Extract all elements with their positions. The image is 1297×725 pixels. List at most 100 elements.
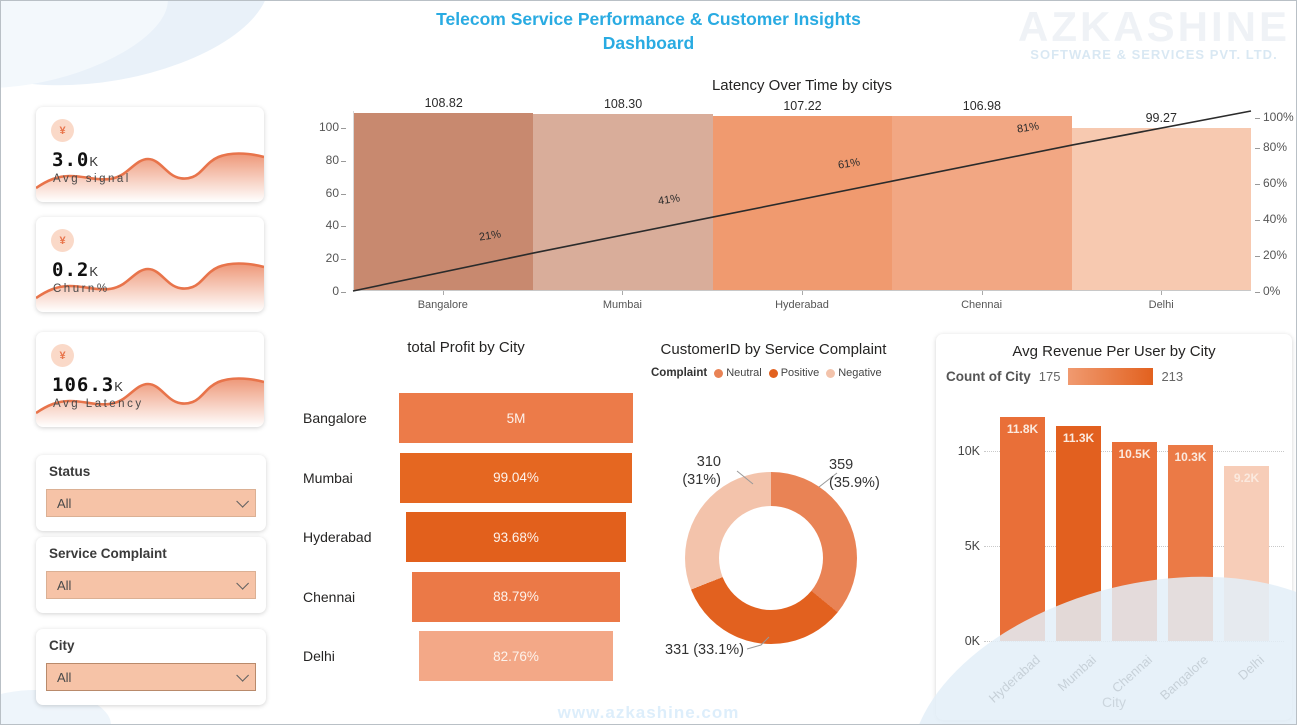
bar-value-label: 10.5K [1118,446,1151,461]
chevron-down-icon [236,494,249,508]
pareto-bar[interactable] [354,112,534,290]
funnel-bar[interactable]: 99.04% [400,452,632,503]
bar-value-label: 9.2K [1233,471,1260,486]
funnel-category-label: Delhi [303,648,335,664]
funnel-row: Delhi 82.76% [303,631,633,681]
funnel-chart-title: total Profit by City [407,339,525,356]
funnel-category-label: Chennai [303,588,356,605]
kpi-label: Churn% [53,283,110,295]
funnel-row: Chennai 88.79% [303,571,633,622]
funnel-category-label: Mumbai [303,469,353,486]
dropdown-value: All [57,577,72,593]
legend-dot [714,368,724,378]
logo-wordmark: AZKASHINE [1017,3,1290,50]
service-complaint-dropdown[interactable]: All [46,571,256,599]
arpu-bar[interactable]: 11.3K [1056,426,1101,641]
funnel-row: Bangalore 5M [303,393,633,443]
legend-item[interactable]: Positive [768,367,819,379]
arpu-bar[interactable]: 10.5K [1112,441,1157,641]
city-dropdown[interactable]: All [46,663,256,691]
legend-title: Complaint [651,367,708,379]
bar-value-label: 10.3K [1174,450,1207,465]
arpu-bar[interactable]: 9.2K [1224,466,1269,641]
donut-callout-negative: 310 (31%) [682,454,721,489]
funnel-bar[interactable]: 82.76% [419,631,613,681]
funnel-bar[interactable]: 88.79% [412,571,620,622]
bar-value-label: 11.8K [1006,421,1039,436]
slicer-service-complaint: Service Complaint All [36,537,266,613]
axis-tick: 5K [964,539,980,553]
legend-item[interactable]: Neutral [714,367,762,379]
pareto-y-axis-left: 100 80 60 40 20 0 [301,111,347,298]
pareto-column: 99.27 [1071,111,1251,290]
kpi-label: Avg signal [53,173,131,185]
slicer-city: City All [36,629,266,705]
currency-yen-icon: ¥ [51,229,74,252]
kpi-card-churn: ¥ 0.2K Churn% [36,217,264,312]
legend-dot [826,368,836,378]
kpi-label: Avg Latency [53,398,144,410]
dropdown-value: All [57,669,72,685]
funnel-bar[interactable]: 93.68% [406,512,626,562]
axis-category-label: Delhi [1071,291,1251,311]
currency-yen-icon: ¥ [51,344,74,367]
kpi-value: 3.0K [52,149,98,171]
pareto-x-axis: Bangalore Mumbai Hyderabad Chennai Delhi [353,291,1251,311]
legend-item[interactable]: Negative [826,367,882,379]
axis-tick: 10K [957,444,980,458]
axis-tick: 40% [1254,212,1288,226]
sparkline-chart [36,377,264,427]
axis-tick: 0K [964,634,980,648]
x-axis-title: City [1101,694,1127,710]
funnel-bar[interactable]: 5M [399,393,633,443]
slicer-label: City [49,638,75,653]
pareto-bar[interactable] [1071,128,1251,290]
pareto-bar[interactable] [892,115,1072,290]
pareto-plot-area: 108.82 108.30 107.22 106.98 99.27 [353,96,1251,291]
funnel-bar-value: 93.68% [493,529,539,545]
arpu-chart-card: Avg Revenue Per User by City Count of Ci… [936,334,1292,720]
pareto-y-axis-right: 100% 80% 60% 40% 20% 0% [1254,110,1296,298]
donut-callout-neutral: 359 (35.9%) [829,457,880,492]
company-logo: AZKASHINE SOFTWARE & SERVICES PVT. LTD. [1018,3,1290,62]
pareto-bar-value: 108.30 [603,96,643,111]
pareto-column: 108.30 [533,97,713,290]
pareto-bar-value: 99.27 [1145,111,1177,126]
funnel-row: Mumbai 99.04% [303,452,633,503]
arpu-bar[interactable]: 10.3K [1168,445,1213,641]
funnel-category-label: Hyderabad [303,529,372,545]
arpu-bars: 11.8K 11.3K 10.5K 10.3K 9.2K [1000,411,1272,641]
funnel-bar-value: 99.04% [493,470,539,485]
pareto-column: 107.22 [712,99,893,290]
bar-value-label: 11.3K [1062,431,1095,446]
pareto-bar-value: 108.82 [424,95,463,110]
axis-tick: 100% [1255,110,1294,124]
kpi-value: 106.3K [52,374,123,396]
slicer-status: Status All [36,455,266,531]
pareto-bar-value: 106.98 [962,98,1001,113]
donut-chart[interactable] [685,472,857,644]
pareto-column: 108.82 [354,96,534,290]
slicer-label: Status [49,464,91,479]
pareto-bar[interactable] [712,115,893,290]
funnel-bar-value: 88.79% [493,589,539,604]
page-title: Telecom Service Performance & Customer I… [436,9,861,53]
axis-tick: 20 [325,251,347,265]
pareto-bar-value: 107.22 [783,98,822,113]
sparkline-chart [36,152,264,202]
status-dropdown[interactable]: All [46,489,256,517]
funnel-category-label: Bangalore [303,410,367,426]
funnel-chart: Bangalore 5M Mumbai 99.04% Hyderabad 93.… [303,393,633,691]
axis-tick: 100 [318,120,347,134]
donut-callout-positive: 331 (33.1%) [665,642,744,658]
color-legend-swatch [1068,368,1154,385]
slicer-label: Service Complaint [49,546,167,561]
donut-chart-title: CustomerID by Service Complaint [660,341,887,358]
axis-tick: 40 [325,218,347,232]
kpi-card-avg-latency: ¥ 106.3K Avg Latency [36,332,264,427]
axis-tick: 80% [1254,140,1288,154]
gridline [984,641,1284,642]
pareto-bar[interactable] [533,113,713,290]
arpu-bar[interactable]: 11.8K [1000,416,1045,641]
